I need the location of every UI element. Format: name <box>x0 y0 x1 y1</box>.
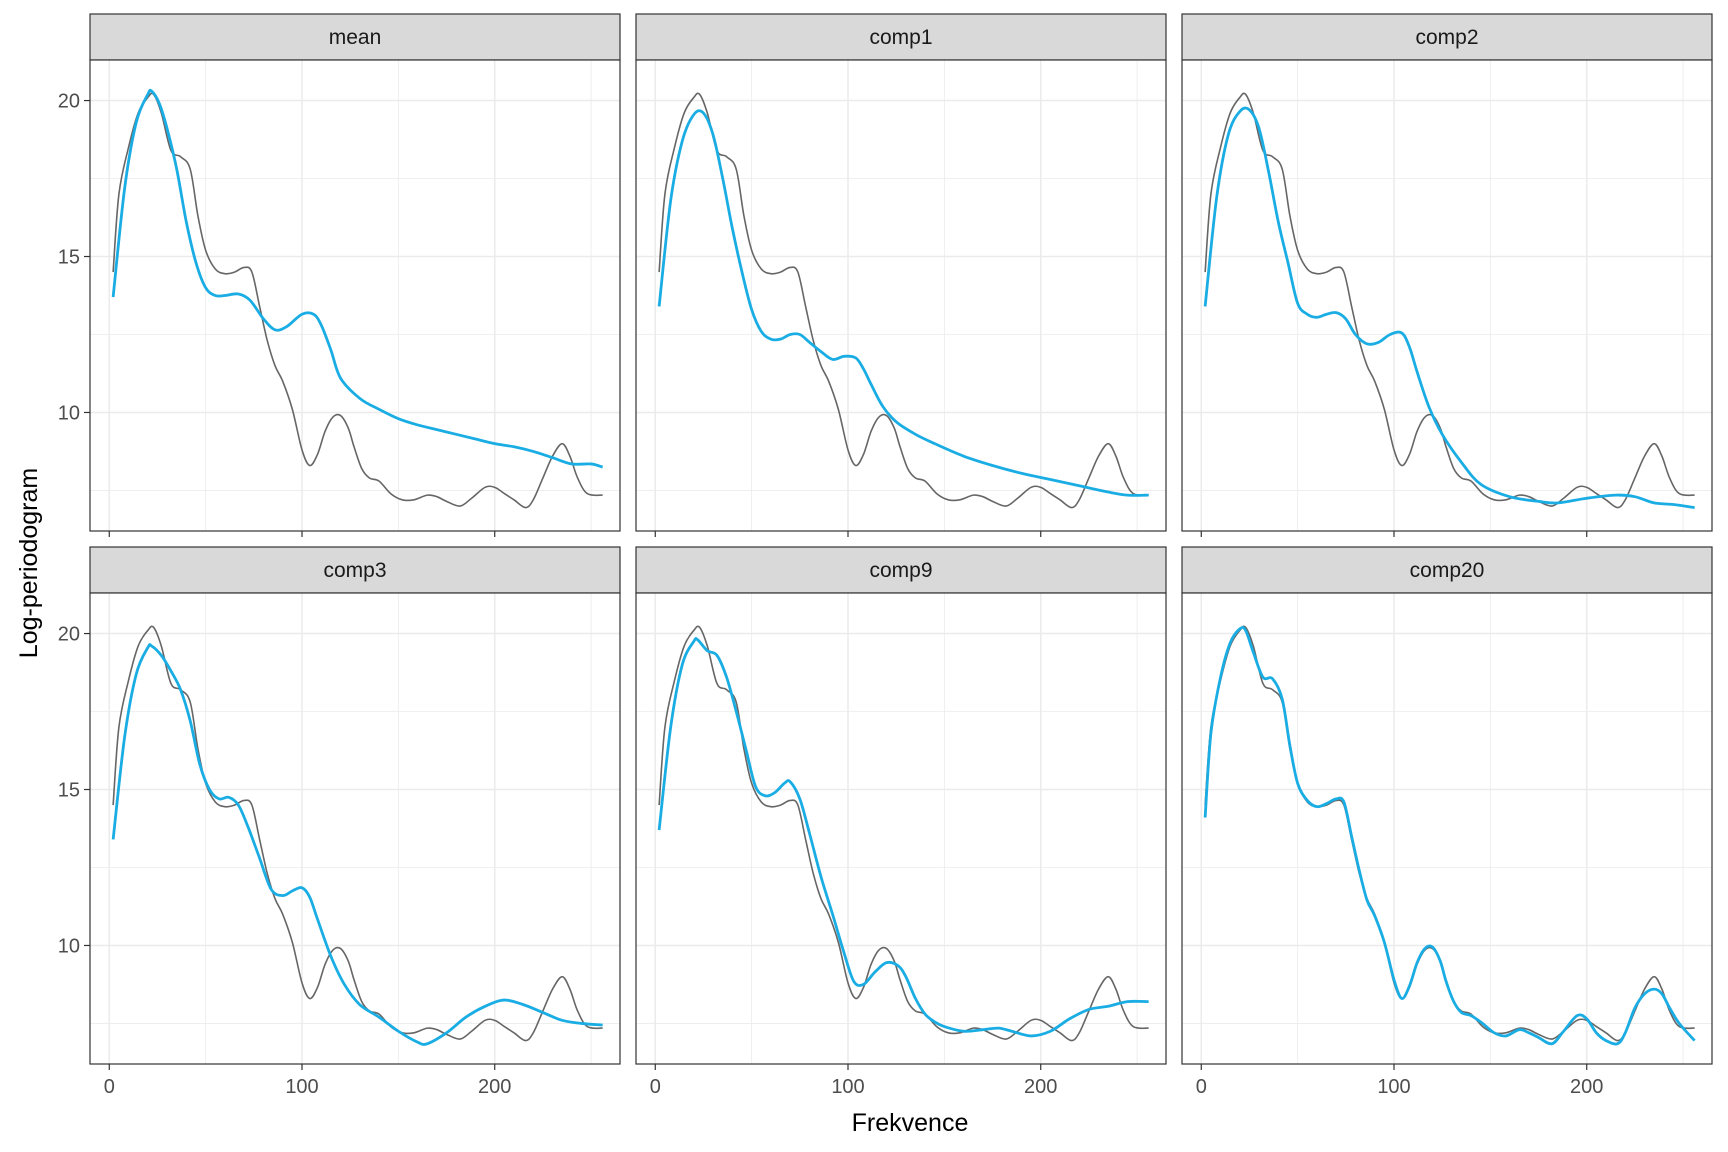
x-axis-title: Frekvence <box>852 1109 969 1137</box>
fitted-line <box>1203 626 1696 1046</box>
fitted-line <box>657 637 1149 1038</box>
y-tick-label: 10 <box>58 402 80 424</box>
x-tick-label: 100 <box>831 1076 864 1098</box>
reference-line <box>658 625 1149 1042</box>
facet-strip <box>635 13 1167 61</box>
facet-strip <box>1181 13 1713 61</box>
facet-panel-mean: mean 10 15 20 <box>58 13 621 537</box>
facet-strip-label: comp20 <box>1410 559 1485 582</box>
panel-border <box>89 59 621 532</box>
x-tick-label: 0 <box>1196 1076 1207 1098</box>
x-tick-label: 0 <box>650 1076 661 1098</box>
plot-background <box>1182 60 1712 531</box>
panel-border <box>635 59 1167 532</box>
plot-background <box>636 60 1166 531</box>
fitted-line <box>111 643 603 1046</box>
plot-background <box>636 593 1166 1064</box>
facet-panel-comp2: comp2 <box>1181 13 1713 537</box>
facet-strip <box>89 13 621 61</box>
x-tick-label: 200 <box>1570 1076 1603 1098</box>
y-tick-label: 20 <box>58 91 80 113</box>
y-tick-label: 15 <box>58 780 80 802</box>
x-tick-label: 200 <box>1024 1076 1057 1098</box>
fitted-line <box>111 88 604 469</box>
grid-lines <box>90 60 620 531</box>
plot-background <box>90 60 620 531</box>
facet-strip-label: mean <box>329 26 382 49</box>
facet-strip-label: comp2 <box>1415 26 1478 49</box>
x-tick-label: 100 <box>1377 1076 1410 1098</box>
facet-strip <box>89 546 621 594</box>
panel-border <box>1181 592 1713 1065</box>
reference-line <box>1204 92 1695 509</box>
y-axis-title: Log-periodogram <box>15 468 43 658</box>
x-tick-label: 0 <box>104 1076 115 1098</box>
facet-panel-comp9: comp9 0 100 200 <box>635 546 1167 1098</box>
reference-line <box>112 625 603 1042</box>
fitted-line <box>657 109 1149 497</box>
x-tick-label: 100 <box>285 1076 318 1098</box>
facet-strip-label: comp9 <box>869 559 932 582</box>
facet-strip-label: comp1 <box>869 26 932 49</box>
panel-border <box>635 592 1167 1065</box>
facet-panel-comp20: comp20 0 100 200 <box>1181 546 1713 1098</box>
panel-border <box>89 592 621 1065</box>
x-tick-label: 200 <box>478 1076 511 1098</box>
panel-border <box>1181 59 1713 532</box>
y-tick-label: 10 <box>58 935 80 957</box>
plot-background <box>1182 593 1712 1064</box>
y-tick-label: 20 <box>58 624 80 646</box>
facet-strip <box>635 546 1167 594</box>
plot-background <box>90 593 620 1064</box>
y-tick-label: 15 <box>58 247 80 269</box>
reference-line <box>658 92 1149 509</box>
facet-panel-comp1: comp1 <box>635 13 1167 537</box>
reference-line <box>112 92 603 509</box>
fitted-line <box>1203 106 1695 509</box>
facet-strip-label: comp3 <box>323 559 386 582</box>
